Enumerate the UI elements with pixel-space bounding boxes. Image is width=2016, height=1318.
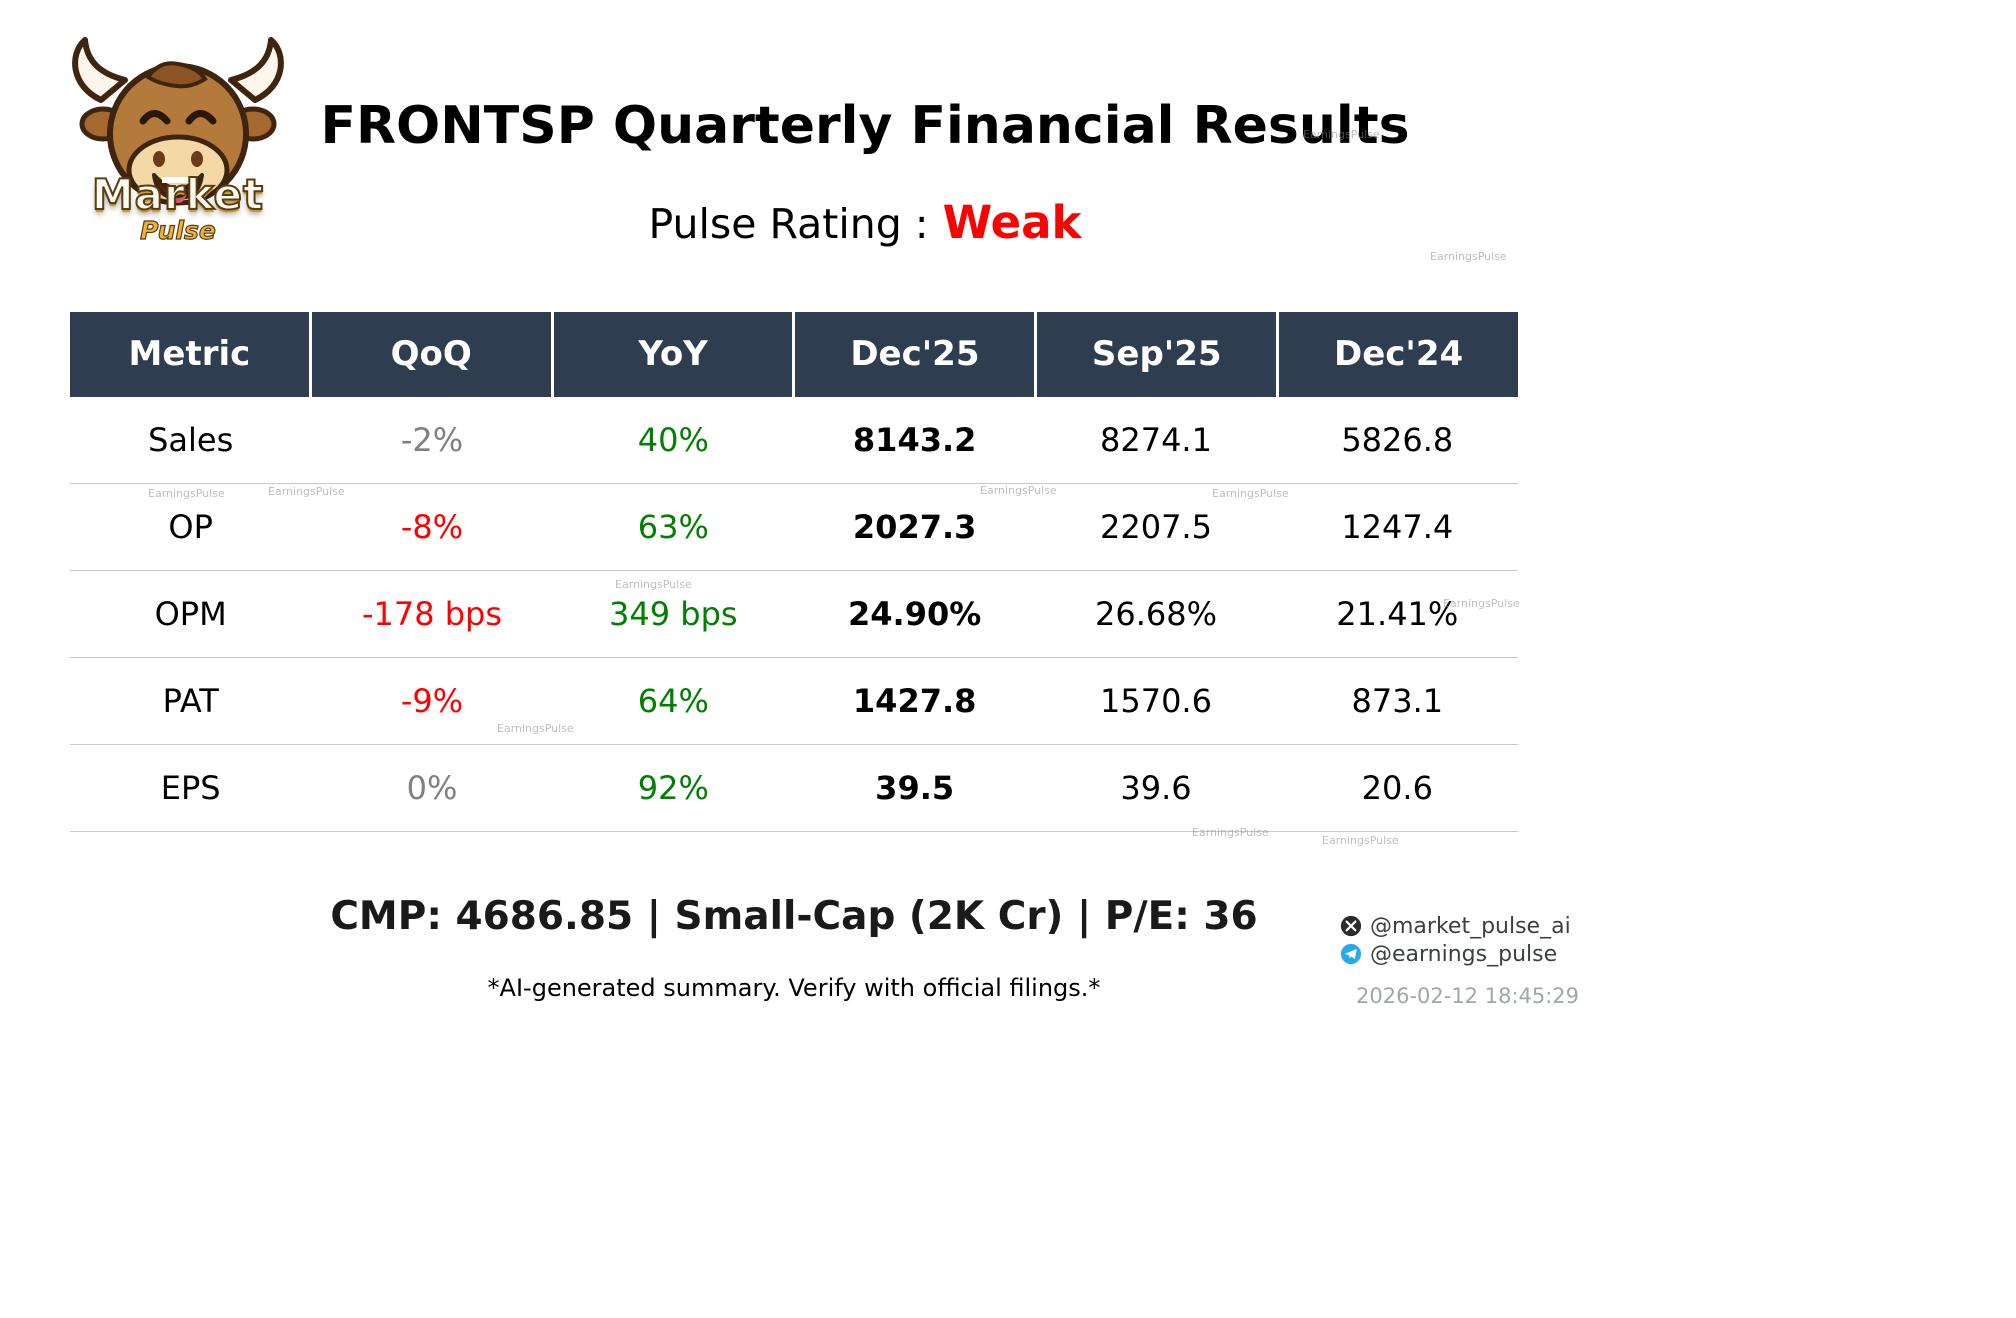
watermark: EarningsPulse	[1430, 250, 1507, 263]
pulse-rating: Pulse Rating : Weak	[0, 196, 1730, 249]
dec25-cell: 1427.8	[852, 682, 977, 720]
sep25-cell: 39.6	[1120, 769, 1192, 807]
telegram-handle-row: @earnings_pulse	[1340, 940, 1571, 968]
metric-cell: OP	[168, 508, 213, 546]
financial-results-table: Metric QoQ YoY Dec'25 Sep'25 Dec'24 Sale…	[70, 312, 1518, 832]
column-header-dec25: Dec'25	[792, 312, 1034, 397]
x-handle-row: @market_pulse_ai	[1340, 912, 1571, 940]
dec25-cell: 2027.3	[852, 508, 977, 546]
qoq-cell: -2%	[400, 421, 464, 459]
x-handle: @market_pulse_ai	[1370, 913, 1571, 939]
logo-text-market: Market	[91, 170, 265, 219]
metric-cell: EPS	[160, 769, 221, 807]
telegram-icon	[1340, 943, 1362, 965]
x-twitter-icon	[1340, 915, 1362, 937]
column-header-yoy: YoY	[550, 312, 793, 397]
column-header-sep25: Sep'25	[1034, 312, 1276, 397]
qoq-cell: -9%	[400, 682, 464, 720]
sep25-cell: 1570.6	[1099, 682, 1212, 720]
market-pulse-logo: Market Pulse	[52, 28, 304, 245]
table-row-opm: OPM -178 bps 349 bps 24.90% 26.68% 21.41…	[70, 571, 1518, 658]
dec24-cell: 20.6	[1361, 769, 1433, 807]
yoy-cell: 92%	[637, 769, 709, 807]
dec25-cell: 8143.2	[852, 421, 977, 459]
watermark: EarningsPulse	[1322, 834, 1399, 847]
sep25-cell: 2207.5	[1099, 508, 1212, 546]
table-row-op: OP -8% 63% 2027.3 2207.5 1247.4	[70, 484, 1518, 571]
table-row-pat: PAT -9% 64% 1427.8 1570.6 873.1	[70, 658, 1518, 745]
yoy-cell: 349 bps	[609, 595, 738, 633]
dec24-cell: 5826.8	[1341, 421, 1454, 459]
ai-disclaimer: *AI-generated summary. Verify with offic…	[487, 974, 1101, 1002]
dec24-cell: 21.41%	[1336, 595, 1459, 633]
metric-cell: OPM	[154, 595, 227, 633]
dec24-cell: 1247.4	[1341, 508, 1454, 546]
yoy-cell: 63%	[637, 508, 709, 546]
page-title: FRONTSP Quarterly Financial Results	[320, 96, 1410, 156]
dec25-cell: 39.5	[875, 769, 955, 807]
sep25-cell: 26.68%	[1094, 595, 1217, 633]
qoq-cell: -8%	[400, 508, 464, 546]
cmp-summary-line: CMP: 4686.85 | Small-Cap (2K Cr) | P/E: …	[330, 894, 1258, 939]
table-row-sales: Sales -2% 40% 8143.2 8274.1 5826.8	[70, 397, 1518, 484]
sep25-cell: 8274.1	[1099, 421, 1212, 459]
metric-cell: Sales	[148, 421, 234, 459]
metric-cell: PAT	[162, 682, 219, 720]
table-row-eps: EPS 0% 92% 39.5 39.6 20.6	[70, 745, 1518, 832]
yoy-cell: 40%	[637, 421, 709, 459]
qoq-cell: -178 bps	[361, 595, 503, 633]
pulse-rating-value: Weak	[942, 196, 1082, 249]
dec24-cell: 873.1	[1351, 682, 1444, 720]
logo-text-pulse: Pulse	[140, 216, 217, 245]
telegram-handle: @earnings_pulse	[1370, 941, 1558, 967]
table-header-row: Metric QoQ YoY Dec'25 Sep'25 Dec'24	[70, 312, 1518, 397]
pulse-rating-label: Pulse Rating :	[648, 200, 929, 248]
bull-mascot-icon	[72, 37, 284, 206]
qoq-cell: 0%	[406, 769, 458, 807]
social-handles: @market_pulse_ai @earnings_pulse	[1340, 912, 1571, 968]
column-header-dec24: Dec'24	[1276, 312, 1518, 397]
column-header-qoq: QoQ	[308, 312, 551, 397]
generated-timestamp: 2026-02-12 18:45:29	[1356, 984, 1580, 1008]
dec25-cell: 24.90%	[848, 595, 982, 633]
yoy-cell: 64%	[637, 682, 709, 720]
column-header-metric: Metric	[128, 334, 251, 374]
